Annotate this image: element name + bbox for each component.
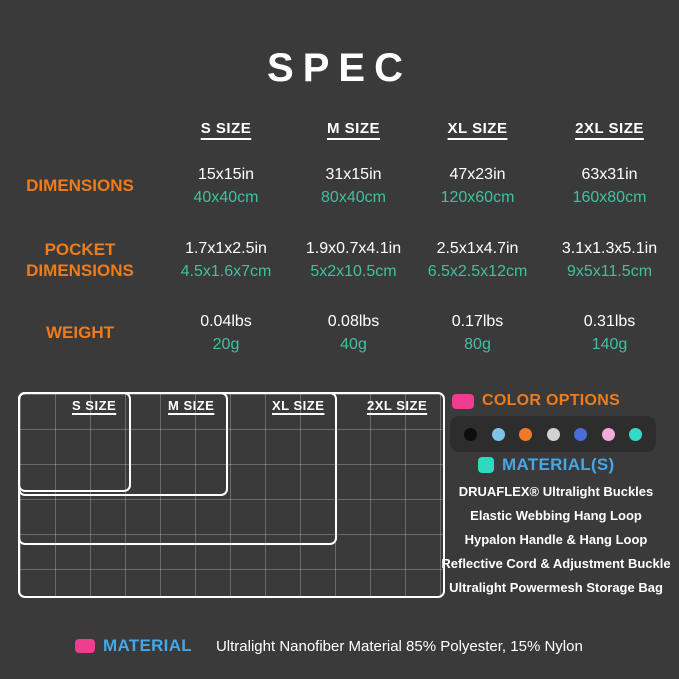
value-metric: 80x40cm (321, 188, 386, 206)
color-options-title: COLOR OPTIONS (482, 392, 621, 409)
cell-pocket-2xl: 3.1x1.3x5.1in 9x5x11.5cm (540, 222, 679, 298)
material-item: Reflective Cord & Adjustment Buckle (441, 556, 671, 571)
value-inches: 47x23in (449, 165, 506, 183)
color-options-header: COLOR OPTIONS (452, 392, 620, 410)
material-item: Elastic Webbing Hang Loop (470, 508, 642, 523)
cell-pocket-m: 1.9x0.7x4.1in 5x2x10.5cm (292, 222, 415, 298)
table-corner-cell (0, 100, 160, 150)
value-metric: 5x2x10.5cm (310, 262, 397, 280)
row-label-dimensions: DIMENSIONS (26, 176, 134, 196)
size-rect-s (18, 392, 131, 492)
cell-dimensions-xl: 47x23in 120x60cm (415, 150, 540, 222)
value-inches: 31x15in (325, 165, 382, 183)
column-header-m-size: M SIZE (326, 120, 380, 137)
cell-pocket-s: 1.7x1x2.5in 4.5x1.6x7cm (160, 222, 292, 298)
cell-dimensions-s: 15x15in 40x40cm (160, 150, 292, 222)
value-grams: 80g (464, 335, 491, 353)
color-swatch-pink (601, 427, 615, 441)
color-swatch-gray (546, 427, 560, 441)
row-label-pocket-dimensions: POCKET DIMENSIONS (26, 239, 134, 280)
material-item: Ultralight Powermesh Storage Bag (449, 580, 663, 595)
cell-dimensions-m: 31x15in 80x40cm (292, 150, 415, 222)
value-metric: 40x40cm (193, 188, 259, 206)
size-comparison-diagram: S SIZE M SIZE XL SIZE 2XL SIZE (18, 392, 445, 598)
value-grams: 40g (340, 335, 367, 353)
spec-table: S SIZE M SIZE XL SIZE 2XL SIZE DIMENSION… (0, 100, 679, 368)
color-swatch-black (464, 427, 477, 441)
value-lbs: 0.31lbs (583, 312, 636, 330)
color-swatch-teal (629, 427, 642, 441)
value-inches: 15x15in (197, 165, 255, 183)
color-swatch-orange (519, 427, 532, 441)
value-metric: 4.5x1.6x7cm (180, 262, 272, 280)
material-item: Hypalon Handle & Hang Loop (464, 532, 648, 547)
cell-dimensions-2xl: 63x31in 160x80cm (540, 150, 679, 222)
materials-list: DRUAFLEX® Ultralight Buckles Elastic Web… (436, 484, 676, 604)
column-header-2xl-size: 2XL SIZE (575, 120, 644, 137)
value-lbs: 0.17lbs (451, 312, 504, 330)
cell-pocket-xl: 2.5x1x4.7in 6.5x2.5x12cm (415, 222, 540, 298)
cell-weight-xl: 0.17lbs 80g (415, 298, 540, 368)
value-grams: 140g (591, 335, 628, 353)
value-lbs: 0.04lbs (200, 312, 252, 330)
diagram-label-m: M SIZE (168, 398, 215, 413)
color-swatch-panel (450, 416, 656, 452)
value-metric: 9x5x11.5cm (566, 262, 653, 280)
color-swatch-blue (574, 427, 587, 441)
value-metric: 120x60cm (440, 188, 515, 206)
materials-header: MATERIAL(S) (478, 455, 615, 475)
value-inches: 1.7x1x2.5in (185, 239, 267, 257)
value-metric: 160x80cm (572, 188, 647, 206)
cell-weight-2xl: 0.31lbs 140g (540, 298, 679, 368)
value-inches: 1.9x0.7x4.1in (305, 239, 402, 257)
value-inches: 63x31in (581, 165, 638, 183)
column-header-xl-size: XL SIZE (447, 120, 508, 137)
tag-icon (75, 639, 95, 653)
row-label-weight: WEIGHT (46, 323, 114, 343)
value-metric: 6.5x2.5x12cm (427, 262, 528, 280)
value-lbs: 0.08lbs (327, 312, 380, 330)
value-inches: 2.5x1x4.7in (436, 239, 519, 257)
material-footer-value: Ultralight Nanofiber Material 85% Polyes… (215, 637, 583, 655)
tag-icon (452, 393, 474, 409)
material-footer: MATERIAL Ultralight Nanofiber Material 8… (0, 636, 679, 656)
diagram-label-2xl: 2XL SIZE (367, 398, 428, 413)
value-grams: 20g (212, 335, 240, 353)
cell-weight-s: 0.04lbs 20g (160, 298, 292, 368)
value-inches: 3.1x1.3x5.1in (561, 239, 658, 257)
column-header-s-size: S SIZE (200, 120, 252, 137)
cell-weight-m: 0.08lbs 40g (292, 298, 415, 368)
diagram-label-xl: XL SIZE (272, 398, 325, 413)
material-item: DRUAFLEX® Ultralight Buckles (458, 484, 654, 499)
material-footer-label: MATERIAL (103, 636, 192, 655)
page-title: SPEC (267, 46, 412, 90)
tag-icon (478, 457, 494, 473)
diagram-label-s: S SIZE (72, 398, 117, 413)
color-swatch-light-blue (491, 427, 505, 441)
materials-title: MATERIAL(S) (502, 455, 615, 474)
